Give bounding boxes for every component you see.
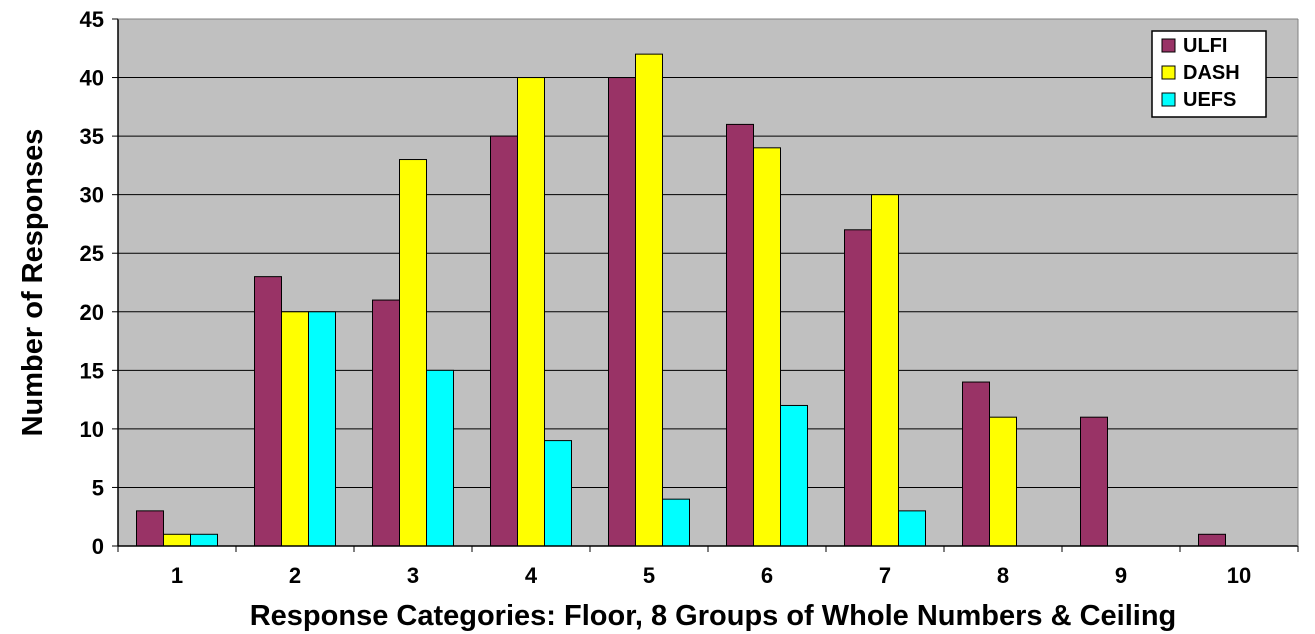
bar-dash-8 bbox=[989, 416, 1017, 547]
bar-dash-3 bbox=[399, 159, 427, 547]
x-tick-label: 1 bbox=[171, 563, 183, 588]
legend-swatch-ulfi bbox=[1161, 38, 1176, 53]
bar-ulfi-7 bbox=[844, 229, 872, 547]
bar-dash-1 bbox=[163, 533, 191, 547]
legend: ULFI DASH UEFS bbox=[1151, 30, 1267, 118]
x-tick-label: 2 bbox=[289, 563, 301, 588]
legend-swatch-uefs bbox=[1161, 92, 1176, 107]
bar-ulfi-2 bbox=[254, 276, 282, 547]
y-tick-label: 0 bbox=[92, 534, 104, 559]
bar-uefs-1 bbox=[190, 533, 218, 547]
y-tick-label: 15 bbox=[80, 358, 104, 383]
x-tick-label: 5 bbox=[643, 563, 655, 588]
bar-dash-5 bbox=[635, 53, 663, 547]
bar-uefs-3 bbox=[426, 369, 454, 547]
y-tick-label: 20 bbox=[80, 300, 104, 325]
bar-uefs-5 bbox=[662, 498, 690, 547]
y-tick-label: 35 bbox=[80, 124, 104, 149]
y-tick-labels: 0 5 10 15 20 25 30 35 40 45 bbox=[80, 7, 104, 559]
bar-ulfi-6 bbox=[726, 123, 754, 547]
bar-uefs-2 bbox=[308, 311, 336, 547]
bar-uefs-4 bbox=[544, 440, 572, 547]
legend-label-ulfi: ULFI bbox=[1183, 35, 1227, 57]
bar-uefs-6 bbox=[780, 404, 808, 547]
x-tick-label: 6 bbox=[761, 563, 773, 588]
bar-ulfi-9 bbox=[1080, 416, 1108, 547]
y-tick-label: 25 bbox=[80, 241, 104, 266]
y-axis-title: Number of Responses bbox=[17, 129, 49, 437]
bar-uefs-7 bbox=[898, 510, 926, 547]
bar-ulfi-10 bbox=[1198, 533, 1226, 547]
y-tick-label: 10 bbox=[80, 417, 104, 442]
bar-ulfi-1 bbox=[136, 510, 164, 547]
bar-ulfi-5 bbox=[608, 77, 636, 547]
bar-dash-2 bbox=[281, 311, 309, 547]
x-tick-label: 3 bbox=[407, 563, 419, 588]
x-tick-label: 8 bbox=[997, 563, 1009, 588]
y-tick-label: 45 bbox=[80, 7, 104, 32]
y-tick-label: 40 bbox=[80, 66, 104, 91]
bar-ulfi-4 bbox=[490, 135, 518, 547]
legend-label-dash: DASH bbox=[1183, 62, 1240, 84]
bar-dash-7 bbox=[871, 194, 899, 547]
x-tick-label: 10 bbox=[1227, 563, 1251, 588]
x-tick-label: 7 bbox=[879, 563, 891, 588]
y-tick-label: 30 bbox=[80, 183, 104, 208]
y-tick-label: 5 bbox=[92, 475, 104, 500]
x-axis-title: Response Categories: Floor, 8 Groups of … bbox=[250, 600, 1177, 632]
bars bbox=[136, 53, 1226, 547]
bar-ulfi-8 bbox=[962, 381, 990, 547]
x-tick-labels: 1 2 3 4 5 6 7 8 9 10 bbox=[171, 563, 1251, 588]
x-tick-label: 4 bbox=[525, 563, 538, 588]
bar-dash-6 bbox=[753, 147, 781, 547]
bar-dash-4 bbox=[517, 77, 545, 547]
axes bbox=[112, 18, 1299, 552]
bar-ulfi-3 bbox=[372, 299, 400, 547]
legend-label-uefs: UEFS bbox=[1183, 89, 1236, 111]
x-tick-label: 9 bbox=[1115, 563, 1127, 588]
legend-swatch-dash bbox=[1161, 65, 1176, 80]
